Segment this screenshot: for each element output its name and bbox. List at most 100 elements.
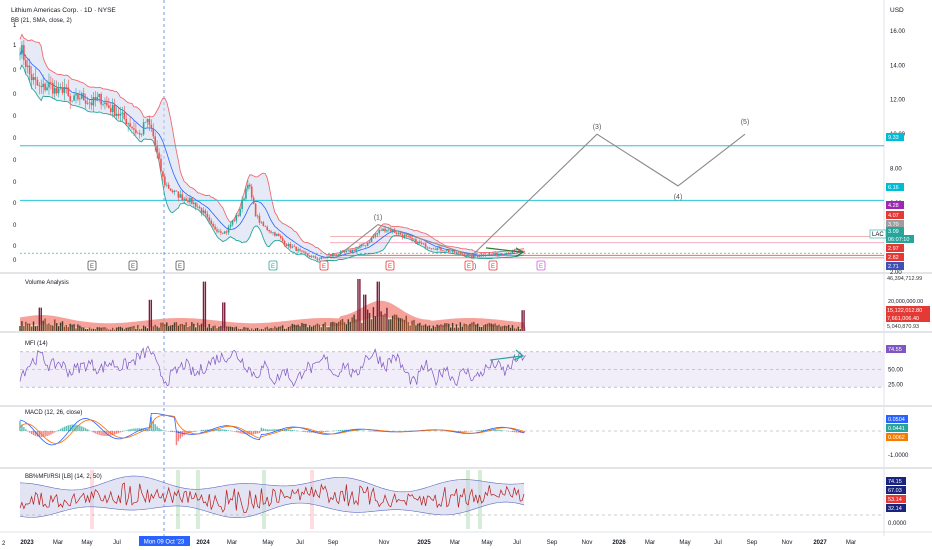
volume-bar: [393, 314, 396, 331]
volume-bar: [521, 310, 523, 331]
candle-body: [204, 210, 207, 214]
bbmfi-tag-label: 67.03: [888, 488, 902, 494]
volume-bar: [57, 326, 60, 331]
volume-bar: [96, 327, 98, 331]
macd-histogram-bar: [156, 426, 158, 431]
macd-histogram-bar: [492, 429, 494, 431]
volume-bar: [160, 322, 162, 331]
candle-body: [405, 234, 408, 236]
bollinger-label: BB (21, SMA, close, 2): [11, 18, 72, 24]
candle-body: [266, 226, 269, 230]
volume-bar: [465, 324, 467, 331]
macd-histogram-bar: [25, 429, 27, 431]
left-axis-label: 1: [13, 23, 17, 29]
macd-histogram-bar: [63, 426, 66, 431]
volume-bar: [405, 315, 407, 331]
ticker-tag: LAC: [872, 232, 884, 238]
macd-histogram-bar: [509, 431, 512, 432]
candle-body: [411, 237, 413, 240]
candle-body: [216, 229, 218, 232]
candle-body: [200, 208, 203, 213]
volume-bar: [195, 327, 197, 331]
volume-bar: [336, 323, 338, 331]
macd-tag-label: 0.0504: [888, 417, 905, 423]
candle-body: [196, 206, 199, 208]
candle-body: [183, 198, 185, 200]
volume-bar: [214, 325, 216, 331]
volume-bar: [104, 327, 106, 331]
candle-body: [324, 257, 326, 259]
candle-body: [498, 253, 500, 256]
volume-bar: [504, 325, 506, 331]
volume-bar: [154, 324, 156, 331]
macd-histogram-bar: [359, 430, 361, 431]
bbmfi-tag-bg: [886, 504, 906, 512]
bbmfi-pane[interactable]: [19, 470, 884, 529]
price-tick-label: 2.00: [890, 270, 902, 276]
macd-histogram-bar: [239, 431, 241, 434]
candle-body: [144, 122, 147, 123]
candle-body: [100, 93, 102, 105]
candle-body: [457, 252, 460, 253]
volume-bar: [308, 325, 311, 331]
candle-body: [148, 119, 151, 125]
volume-bar: [316, 323, 319, 331]
candle-body: [146, 119, 149, 123]
volume-bar: [42, 320, 44, 331]
price-tag-bg: [886, 235, 914, 243]
candle-body: [308, 255, 311, 258]
candle-body: [436, 248, 438, 250]
candle-body: [119, 113, 122, 116]
volume-bar: [417, 323, 419, 331]
macd-histogram-bar: [52, 431, 54, 434]
candle-body: [256, 215, 259, 217]
macd-histogram-bar: [511, 431, 514, 432]
volume-bar: [488, 322, 491, 331]
macd-pane[interactable]: [19, 412, 884, 446]
volume-bar: [349, 322, 351, 331]
time-tick-label: May: [679, 540, 690, 546]
candle-body: [210, 220, 212, 224]
macd-histogram-bar: [115, 431, 118, 434]
macd-histogram-bar: [496, 429, 498, 431]
macd-histogram-bar: [117, 431, 120, 434]
macd-histogram-bar: [357, 430, 359, 431]
time-tick-label: 2027: [813, 540, 827, 546]
volume-bar: [44, 318, 46, 331]
volume-bar: [517, 326, 519, 331]
macd-tag-bg: [886, 415, 908, 423]
candle-body: [133, 128, 135, 130]
volume-bar: [421, 325, 423, 331]
volume-pane[interactable]: [19, 279, 526, 331]
candle-body: [357, 247, 359, 249]
volume-bar: [453, 327, 456, 331]
mfi-pane[interactable]: [19, 345, 884, 388]
bollinger-basis: [19, 48, 525, 258]
candle-body: [30, 74, 33, 81]
candle-body: [28, 65, 31, 75]
volume-bar: [69, 323, 71, 331]
macd-histogram-bar: [482, 429, 485, 431]
candle-body: [24, 60, 27, 68]
macd-histogram-bar: [218, 429, 220, 431]
volume-bar: [94, 329, 97, 331]
candle-body: [334, 254, 336, 256]
macd-histogram-bar: [202, 429, 205, 431]
volume-bar: [380, 311, 382, 331]
candle-body: [281, 237, 284, 241]
earnings-marker-letter: E: [539, 264, 543, 270]
macd-histogram-bar: [65, 425, 68, 431]
volume-bar: [183, 325, 185, 331]
volume-bar: [32, 321, 35, 331]
candle-body: [372, 236, 375, 238]
macd-histogram-bar: [19, 421, 21, 431]
volume-bar: [276, 327, 278, 331]
volume-bar: [142, 325, 145, 331]
candle-body: [438, 247, 440, 249]
volume-bar: [366, 309, 369, 331]
volume-bar: [189, 326, 191, 331]
volume-bar: [52, 325, 54, 331]
